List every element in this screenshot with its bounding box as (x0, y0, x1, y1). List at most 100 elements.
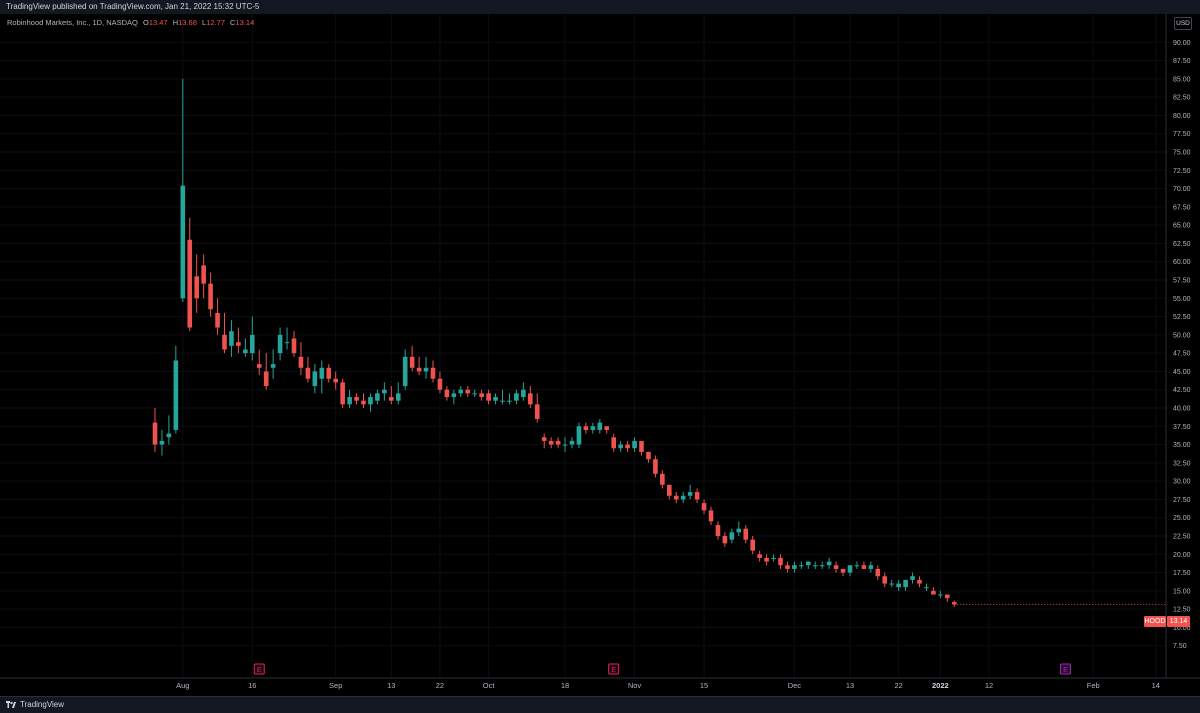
candle-body (250, 334, 255, 354)
candle-body (736, 528, 742, 533)
candle-body (423, 367, 429, 372)
candle-body (812, 565, 818, 567)
candle-body (667, 484, 672, 496)
candle-body (743, 528, 749, 540)
symbol-price-tag: HOOD (1144, 616, 1166, 627)
candle-body (771, 557, 776, 559)
candle-body (896, 583, 901, 588)
price-tick-label: 20.00 (1173, 552, 1191, 559)
candle-body (555, 440, 561, 445)
candle-body (910, 576, 915, 580)
candle-body (673, 495, 679, 500)
price-tick-label: 17.50 (1173, 570, 1191, 577)
candle-body (382, 389, 387, 394)
candle-body (340, 382, 345, 405)
candle-body (277, 334, 283, 354)
candle-body (792, 565, 797, 569)
time-tick-label: 2022 (932, 681, 949, 690)
candle-body (583, 426, 589, 430)
candle-body (402, 356, 408, 387)
candle-body (924, 587, 929, 589)
candle-body (201, 265, 206, 284)
price-tick-label: 80.00 (1173, 113, 1191, 120)
time-tick-label: Dec (788, 681, 802, 690)
candle-body (562, 444, 568, 446)
price-tick-label: 57.50 (1173, 278, 1191, 285)
time-tick-label: Feb (1087, 681, 1100, 690)
earnings-marker[interactable]: E (1059, 663, 1071, 675)
candle-body (917, 579, 922, 584)
candle-body (493, 397, 498, 401)
time-tick-label: 13 (846, 681, 854, 690)
time-axis: Aug 16 Sep 13 22 Oct 18 Nov 15 Dec 13 22 2022 12 Feb 14… (176, 681, 1160, 690)
price-tick-label: 60.00 (1173, 259, 1191, 266)
candle-body (514, 393, 519, 401)
candle-body (507, 400, 512, 402)
candle-body (847, 565, 853, 573)
price-tick-label: 35.00 (1173, 442, 1191, 449)
chart-area[interactable] (0, 14, 1200, 696)
candle-body (597, 422, 603, 430)
candle-body (180, 185, 186, 299)
candle-body (166, 433, 172, 438)
candle-body (701, 503, 707, 511)
price-tick-label: 12.50 (1173, 607, 1191, 614)
candle-body (312, 371, 318, 387)
candle-body (826, 561, 832, 566)
close-value: 13.14 (235, 18, 255, 27)
candle-body (437, 378, 443, 390)
candle-body (291, 338, 297, 354)
candle-body (889, 583, 894, 585)
candle-body (778, 557, 783, 566)
time-tick-label: 16 (248, 681, 256, 690)
time-tick-label: 13 (387, 681, 395, 690)
low-value: 12.77 (206, 18, 225, 27)
low-label: L (202, 18, 207, 27)
candle-body (208, 283, 213, 310)
price-tick-label: 32.50 (1173, 460, 1191, 467)
candle-body (347, 397, 352, 405)
price-tick-label: 62.50 (1173, 241, 1191, 248)
candle-body (256, 364, 262, 368)
price-tick-label: 87.50 (1173, 58, 1191, 65)
time-tick-label: 12 (985, 681, 993, 690)
price-tick-label: 47.50 (1173, 351, 1191, 358)
candle-body (416, 367, 422, 372)
candle-body (409, 356, 415, 368)
candle-body (868, 565, 874, 569)
candle-body (326, 367, 332, 379)
candle-body (576, 426, 582, 445)
price-tick-label: 15.00 (1173, 588, 1191, 595)
candle-body (298, 356, 304, 368)
price-tick-label: 55.00 (1173, 296, 1191, 303)
time-tick-label: 22 (436, 681, 444, 690)
price-tick-label: 37.50 (1173, 424, 1191, 431)
candle-body (646, 451, 651, 460)
candle-body (458, 389, 464, 394)
price-tick-label: 27.50 (1173, 497, 1191, 504)
time-tick-label: Oct (483, 681, 496, 690)
price-tick-label: 75.00 (1173, 150, 1191, 157)
footer-brand[interactable]: TradingView (20, 700, 65, 709)
candle-body (368, 397, 373, 405)
price-tick-label: 52.50 (1173, 314, 1191, 321)
candle-body (687, 492, 693, 496)
candle-body (361, 400, 366, 405)
earnings-marker[interactable]: E (253, 663, 265, 675)
candle-body (750, 539, 755, 551)
candle-body (222, 334, 227, 350)
time-tick-label: 18 (561, 681, 569, 690)
earnings-marker[interactable]: E (608, 663, 620, 675)
candle-body (521, 389, 526, 398)
candle-body (215, 312, 220, 328)
earnings-label: E (611, 667, 616, 674)
price-tick-label: 67.50 (1173, 204, 1191, 211)
candle-body (653, 459, 658, 474)
candle-body (569, 440, 575, 445)
candle-body (528, 393, 533, 405)
high-label: H (172, 18, 179, 27)
candle-body (625, 444, 630, 449)
price-tick-label: 50.00 (1173, 332, 1191, 339)
currency-button[interactable]: USD (1174, 17, 1192, 30)
